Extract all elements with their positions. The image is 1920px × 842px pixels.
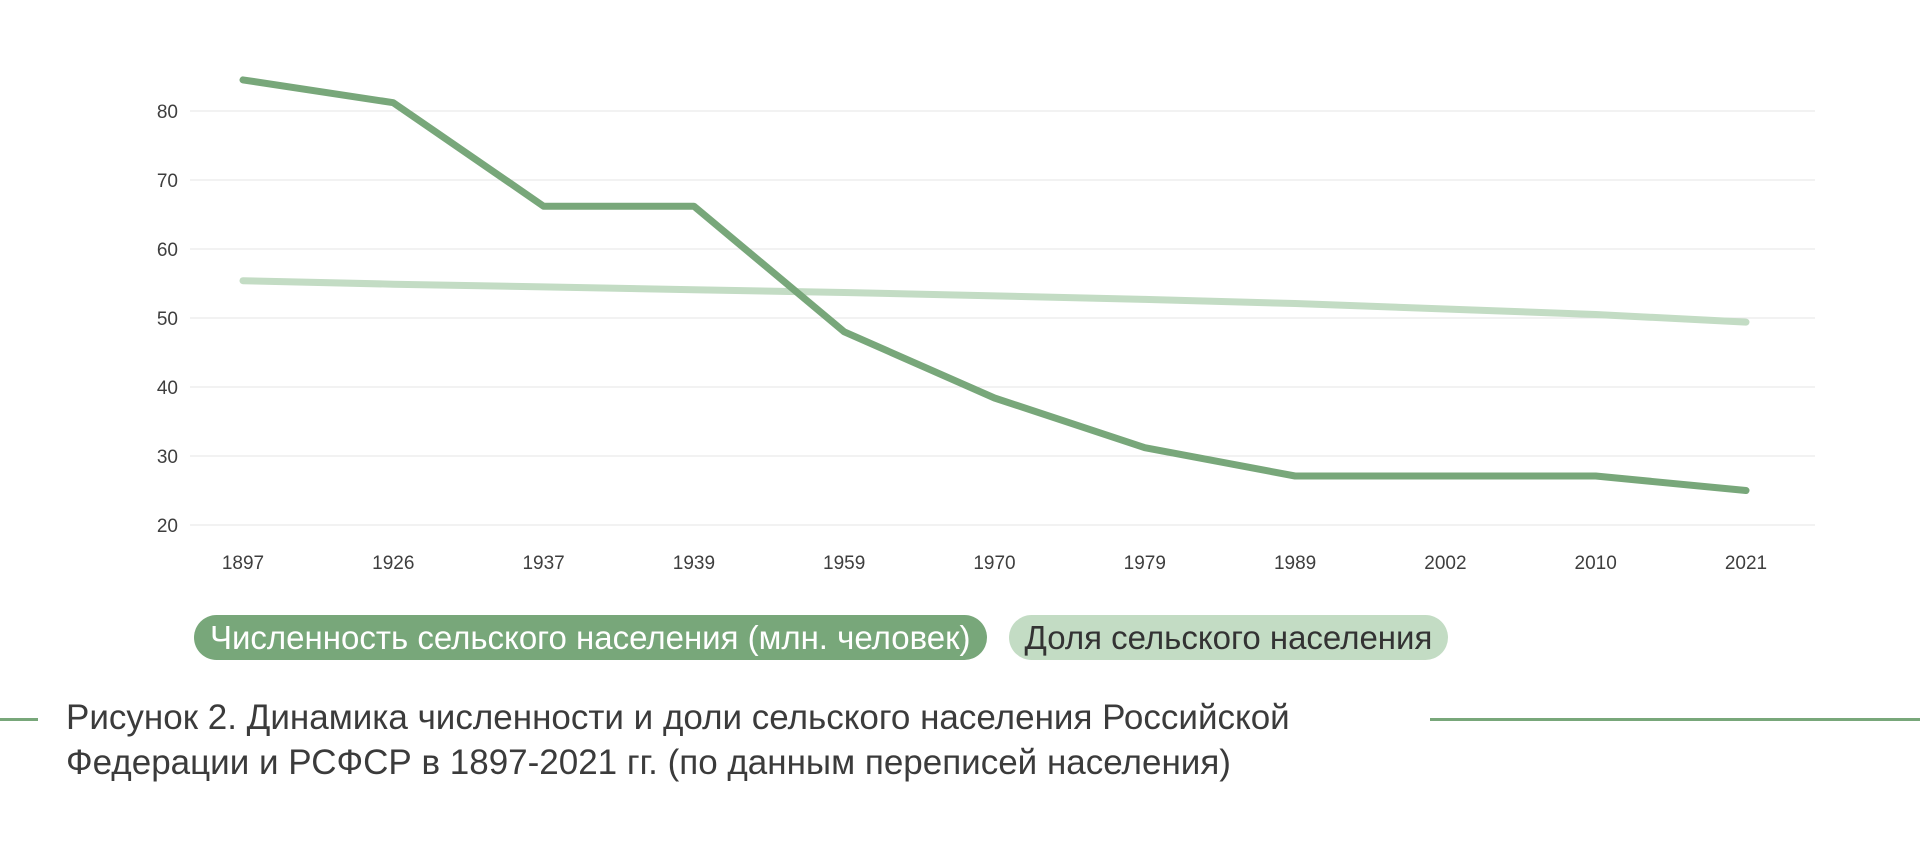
- x-tick-label: 1937: [522, 553, 564, 574]
- x-tick-label: 2002: [1424, 553, 1466, 574]
- y-tick-label: 30: [157, 447, 178, 468]
- x-tick-label: 2021: [1725, 553, 1767, 574]
- y-tick-label: 70: [157, 171, 178, 192]
- x-tick-label: 1939: [673, 553, 715, 574]
- grid-lines: [190, 110, 1815, 526]
- x-tick-label: 2010: [1575, 553, 1617, 574]
- y-tick-label: 80: [157, 102, 178, 123]
- y-axis-ticks: 20 30 40 50 60 70 80: [157, 102, 178, 537]
- x-tick-label: 1926: [372, 553, 414, 574]
- legend-item-rural-share: Доля сельского населения: [1008, 615, 1449, 660]
- caption-rule-left: [0, 718, 38, 721]
- y-tick-label: 40: [157, 378, 178, 399]
- caption-line-1: Рисунок 2. Динамика численности и доли с…: [66, 698, 1290, 737]
- legend-item-rural-population: Численность сельского населения (млн. че…: [194, 615, 987, 660]
- series-line-rural-population: [239, 76, 1750, 494]
- figure-caption: Рисунок 2. Динамика численности и доли с…: [66, 695, 1406, 785]
- caption-line-2: Федерации и РСФСР в 1897-2021 гг. (по да…: [66, 743, 1231, 782]
- x-axis-ticks: 1897 1926 1937 1939 1959 1970 1979 1989 2002 2010…: [222, 553, 1767, 574]
- x-tick-label: 1989: [1274, 553, 1316, 574]
- y-tick-label: 50: [157, 309, 178, 330]
- x-tick-label: 1970: [973, 553, 1015, 574]
- x-tick-label: 1979: [1124, 553, 1166, 574]
- series-lines: [239, 76, 1750, 494]
- chart-legend: Численность сельского населения (млн. че…: [194, 615, 1449, 660]
- x-tick-label: 1897: [222, 553, 264, 574]
- y-tick-label: 20: [157, 516, 178, 537]
- caption-rule-right: [1430, 718, 1920, 721]
- y-tick-label: 60: [157, 240, 178, 261]
- series-line-rural-share: [239, 277, 1750, 326]
- x-tick-label: 1959: [823, 553, 865, 574]
